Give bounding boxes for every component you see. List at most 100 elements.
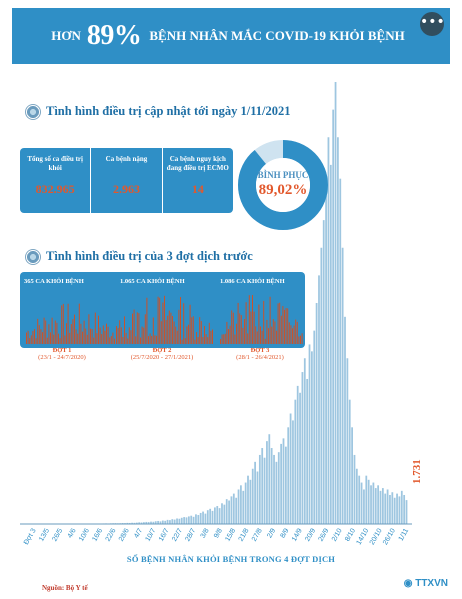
wave-bar bbox=[86, 334, 88, 344]
stat-label: Ca bệnh nặng bbox=[105, 155, 148, 163]
x-tick-label: 21/8 bbox=[238, 527, 251, 542]
wave-1-dates: (23/1 - 24/7/2020) bbox=[38, 354, 86, 361]
chart-bar bbox=[381, 488, 384, 524]
wave-bar bbox=[27, 330, 29, 344]
wave-bar bbox=[72, 319, 74, 344]
wave-2-name: ĐỢT 2 bbox=[152, 347, 172, 354]
wave-bar bbox=[104, 330, 106, 344]
x-tick-label: 9/8 bbox=[213, 527, 224, 539]
stats-panel: Tổng số ca điều trị khỏi 832.965 Ca bệnh… bbox=[20, 148, 233, 213]
chart-bar bbox=[365, 475, 368, 524]
wave-bar bbox=[149, 333, 151, 344]
chart-bar bbox=[256, 471, 259, 524]
donut-value: 89,02% bbox=[258, 182, 308, 198]
wave-bar bbox=[197, 337, 199, 344]
wave-bar bbox=[94, 312, 96, 344]
wave-bar bbox=[293, 325, 295, 344]
chart-bar bbox=[258, 454, 261, 524]
wave-bar bbox=[45, 320, 47, 344]
wave-bar bbox=[151, 335, 153, 344]
wave-bar bbox=[101, 334, 103, 344]
wave-bar bbox=[284, 309, 285, 344]
wave-bar bbox=[221, 334, 223, 344]
wave-bar bbox=[116, 325, 117, 344]
x-tick-label: 26/5 bbox=[51, 527, 64, 542]
wave-bar bbox=[58, 333, 59, 344]
chart-bar bbox=[150, 521, 152, 524]
chart-bar bbox=[284, 446, 287, 524]
wave-bar bbox=[114, 338, 115, 344]
x-tick-label: 10/7 bbox=[145, 527, 158, 542]
wave-bar bbox=[125, 332, 127, 344]
chart-bar bbox=[235, 497, 238, 524]
wave-bar bbox=[77, 333, 79, 344]
wave-bar bbox=[91, 328, 93, 344]
last-value-label: 1.731 bbox=[411, 459, 423, 484]
x-tick-label: 22/7 bbox=[171, 527, 184, 542]
wave-bar bbox=[272, 319, 274, 344]
chart-bar bbox=[289, 413, 292, 524]
wave-bar bbox=[261, 330, 263, 344]
wave-bar bbox=[160, 321, 162, 344]
chart-bar bbox=[209, 508, 212, 524]
chart-bar bbox=[237, 489, 240, 524]
wave-bar bbox=[184, 338, 186, 344]
wave-bar bbox=[30, 335, 32, 344]
wave-bar bbox=[75, 329, 77, 344]
wave-bar bbox=[56, 322, 58, 344]
chart-bar bbox=[322, 220, 325, 525]
wave-bar bbox=[200, 321, 202, 344]
chart-bar bbox=[244, 482, 247, 524]
chart-bar bbox=[121, 523, 124, 524]
section-title-previous-text: Tình hình điều trị của 3 đợt dịch trước bbox=[46, 249, 253, 263]
x-tick-label: Đợt 3 bbox=[23, 527, 38, 546]
wave-bar bbox=[274, 321, 276, 344]
virus-icon bbox=[26, 105, 40, 120]
chart-bar bbox=[396, 493, 398, 524]
wave-bar bbox=[90, 328, 91, 344]
chart-bar bbox=[159, 521, 162, 524]
wave-bar bbox=[239, 313, 241, 344]
chart-bar bbox=[263, 457, 266, 524]
section-title-previous: Tình hình điều trị của 3 đợt dịch trước bbox=[26, 249, 253, 265]
wave-bar bbox=[148, 336, 149, 344]
chart-bar bbox=[109, 523, 112, 524]
chart-bar bbox=[204, 513, 207, 524]
x-tick-label: 2/9 bbox=[266, 527, 277, 539]
chart-bar bbox=[337, 137, 339, 524]
wave-bar bbox=[96, 333, 98, 344]
chart-bar bbox=[164, 520, 167, 524]
x-tick-label: 14/10 bbox=[356, 527, 371, 546]
wave-bar bbox=[69, 332, 71, 344]
chart-bar bbox=[128, 522, 131, 524]
chart-bar bbox=[157, 520, 159, 524]
wave-bar bbox=[164, 295, 165, 344]
more-options-button[interactable]: ••• bbox=[420, 12, 445, 36]
chart-bar bbox=[292, 420, 294, 524]
wave-bar bbox=[232, 312, 234, 344]
chart-bar bbox=[351, 427, 353, 524]
chart-bar bbox=[221, 503, 223, 524]
x-tick-label: 13/5 bbox=[38, 527, 51, 542]
chart-bar bbox=[332, 109, 335, 525]
wave-bar bbox=[130, 330, 132, 344]
wave-bar bbox=[175, 326, 177, 344]
stat-value: 2.963 bbox=[112, 182, 140, 196]
chart-bar bbox=[370, 485, 372, 524]
wave-bar bbox=[62, 303, 64, 344]
wave-bar bbox=[236, 323, 237, 344]
wave-bar bbox=[70, 324, 72, 344]
chart-bar bbox=[225, 499, 228, 524]
chart-bar bbox=[133, 522, 136, 524]
wave-bar bbox=[194, 339, 196, 344]
wave-bar bbox=[220, 339, 221, 344]
header-banner: HƠN 89% BỆNH NHÂN MẮC COVID-19 KHỎI BỆNH… bbox=[12, 8, 450, 64]
chart-bar bbox=[386, 489, 389, 524]
x-tick-label: 1/11 bbox=[398, 527, 411, 542]
chart-bar bbox=[277, 452, 280, 525]
wave-bar bbox=[301, 333, 303, 344]
wave-bar bbox=[250, 311, 252, 344]
wave-bar bbox=[264, 338, 266, 344]
chart-bar bbox=[195, 514, 197, 524]
